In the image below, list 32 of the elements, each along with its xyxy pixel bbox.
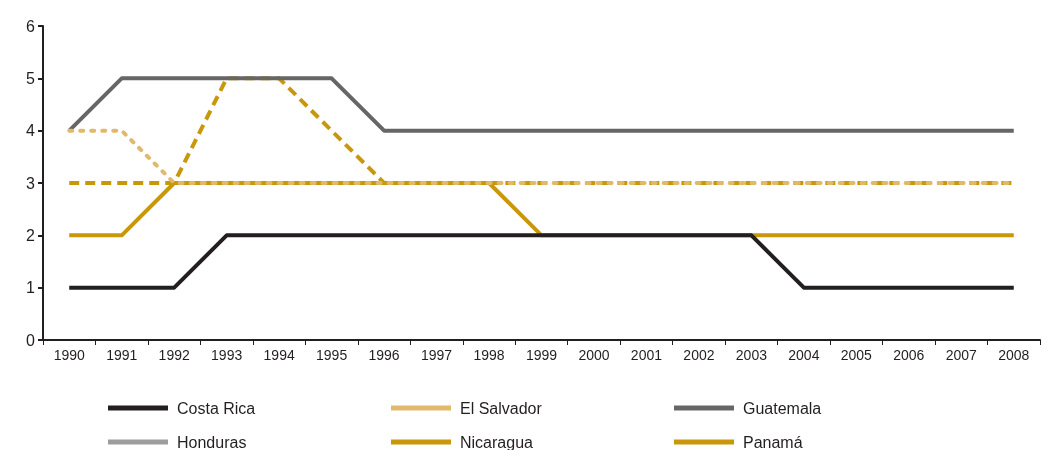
legend-label: Honduras xyxy=(177,433,247,451)
x-tick-label: 1994 xyxy=(263,347,295,363)
x-tick-label: 2007 xyxy=(945,347,978,363)
y-tick-label: 6 xyxy=(26,17,36,35)
x-tick-label: 2005 xyxy=(840,347,873,363)
x-tick-label: 2000 xyxy=(578,347,610,363)
x-tick-label: 1997 xyxy=(420,347,453,363)
y-tick-label: 3 xyxy=(26,174,36,192)
x-tick-label: 2008 xyxy=(998,347,1030,363)
legend-label: Panamá xyxy=(743,433,803,451)
x-tick-label: 1999 xyxy=(525,347,558,363)
legend-label: Nicaragua xyxy=(460,433,534,451)
x-tick-label: 2006 xyxy=(893,347,925,363)
x-tick-label: 1990 xyxy=(53,347,86,363)
x-tick-label: 1993 xyxy=(211,347,243,363)
y-tick-label: 0 xyxy=(26,331,36,349)
x-tick-label: 2002 xyxy=(683,347,715,363)
y-tick-label: 5 xyxy=(26,69,36,87)
legend-label: Guatemala xyxy=(743,399,822,417)
x-tick-label: 1996 xyxy=(368,347,400,363)
x-tick-label: 1992 xyxy=(158,347,190,363)
y-tick-label: 1 xyxy=(26,279,36,297)
x-tick-label: 1991 xyxy=(106,347,138,363)
x-tick-label: 2003 xyxy=(735,347,768,363)
x-tick-label: 1995 xyxy=(316,347,348,363)
y-tick-label: 2 xyxy=(26,226,36,244)
y-tick-label: 4 xyxy=(26,122,36,140)
x-tick-label: 2001 xyxy=(630,347,663,363)
x-tick-label: 2004 xyxy=(788,347,820,363)
legend-label: El Salvador xyxy=(460,399,543,417)
legend-label: Costa Rica xyxy=(177,399,256,417)
x-tick-label: 1998 xyxy=(473,347,505,363)
